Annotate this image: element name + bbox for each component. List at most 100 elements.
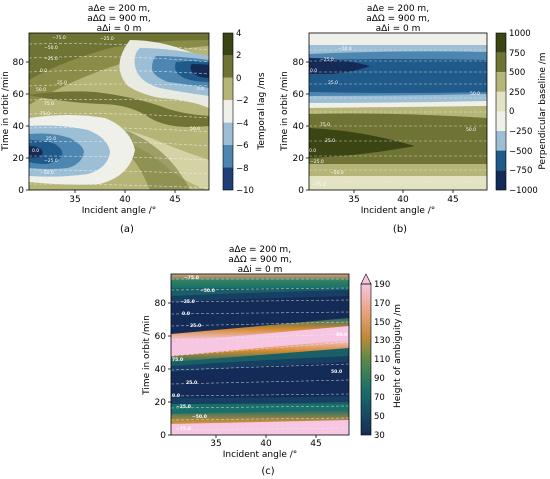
contour-label: −75.0 xyxy=(52,35,66,41)
cb-tick-label: −2 xyxy=(236,96,249,106)
y-tick-label: 0 xyxy=(298,186,304,196)
y-tick-label: 40 xyxy=(13,122,25,132)
panel-c-heatmap: −75.0 −50.0 −25.0 0.0 25.0 50.0 75.0 50.… xyxy=(171,274,349,435)
contour-label: 25.0 xyxy=(328,80,338,86)
contour-label: −75.0 xyxy=(312,182,326,188)
panel-a-header: aΔe = 200 m, aΔΩ = 900 m, aΔi = 0 m xyxy=(87,4,150,34)
cb-tick-label: −8 xyxy=(236,164,249,174)
cb-tick-label: −10 xyxy=(236,186,254,196)
contour-label: 0.0 xyxy=(197,86,204,92)
contour-label: 50.0 xyxy=(336,332,347,338)
cb-tick-label: 750 xyxy=(509,49,525,59)
cb-tick-label: 2 xyxy=(236,51,241,61)
panel-a-header-line-3: aΔi = 0 m xyxy=(97,24,142,34)
y-tick-label: 20 xyxy=(155,398,167,408)
panel-c: aΔe = 200 m, aΔΩ = 900 m, aΔi = 0 m xyxy=(142,245,403,477)
panel-c-xlabel: Incident angle /° xyxy=(223,450,298,460)
panel-c-header-line-2: aΔΩ = 900 m, xyxy=(228,255,291,265)
panel-a-header-line-2: aΔΩ = 900 m, xyxy=(87,14,150,24)
panel-a-contour-labels: 75.0 50.0 25.0 0.0 −25.0 −50.0 −75.0 −25… xyxy=(32,35,204,176)
panel-b-frame xyxy=(308,32,488,191)
panel-c-caption: (c) xyxy=(261,466,274,477)
contour-label: 50.0 xyxy=(331,369,342,375)
panel-b-header: aΔe = 200 m, aΔΩ = 900 m, aΔi = 0 m xyxy=(366,4,429,34)
cb-tick-label: 50 xyxy=(374,412,385,422)
panel-b-colorbar-label: Perpendicular baseline /m xyxy=(538,52,548,169)
cb-tick-label: −500 xyxy=(509,147,532,157)
cb-tick-label: 4 xyxy=(236,29,241,39)
contour-label: 25.0 xyxy=(190,323,201,329)
panel-b-x-axis: 35 40 45 Incident angle /° xyxy=(348,190,459,216)
contour-label: 0.0 xyxy=(309,148,316,154)
x-tick-label: 35 xyxy=(210,439,221,449)
panel-b-contour-labels: −50.0 −25.0 0.0 25.0 50.0 75.0 50.0 25.0… xyxy=(309,46,480,188)
panel-c-x-axis: 35 40 45 Incident angle /° xyxy=(210,435,322,460)
y-tick-label: 60 xyxy=(155,332,167,342)
cb-tick-label: −1000 xyxy=(509,186,538,196)
panel-c-colorbar: 190 170 150 130 110 90 70 50 30 Height o… xyxy=(360,273,403,441)
panel-a: aΔe = 200 m, aΔΩ = 900 m, aΔi = 0 m xyxy=(1,4,267,235)
contour-label: −50.0 xyxy=(40,170,54,176)
cb-tick-label: 90 xyxy=(374,374,385,384)
panel-b-y-axis: 0 20 40 60 80 Time in orbit /min xyxy=(280,58,309,196)
contour-label: −50.0 xyxy=(192,414,207,420)
cb-tick-label: 30 xyxy=(374,431,385,441)
contour-label: −25.0 xyxy=(44,56,58,62)
panel-c-y-axis: 0 20 40 60 80 Time in orbit /min xyxy=(142,299,171,441)
x-tick-label: 45 xyxy=(310,439,321,449)
panel-a-ylabel: Time in orbit /min xyxy=(1,71,11,152)
y-tick-label: 0 xyxy=(160,431,166,441)
contour-label: −50.0 xyxy=(338,46,352,52)
cb-tick-label: 150 xyxy=(374,318,390,328)
panel-b-caption: (b) xyxy=(393,224,407,235)
y-tick-label: 80 xyxy=(13,58,25,68)
contour-label: 50.0 xyxy=(36,87,46,93)
contour-label: −25.0 xyxy=(100,36,114,42)
cb-tick-label: 170 xyxy=(374,299,390,309)
cb-tick-label: 0 xyxy=(509,107,514,117)
contour-label: 0.0 xyxy=(40,68,47,74)
cb-tick-label: 0 xyxy=(236,74,241,84)
y-tick-label: 60 xyxy=(293,90,305,100)
contour-label: 0.0 xyxy=(182,311,190,317)
panel-b-header-line-2: aΔΩ = 900 m, xyxy=(366,14,429,24)
x-tick-label: 45 xyxy=(447,195,458,205)
y-tick-label: 80 xyxy=(155,299,167,309)
x-tick-label: 40 xyxy=(119,195,131,205)
x-tick-label: 40 xyxy=(397,195,409,205)
panel-c-header: aΔe = 200 m, aΔΩ = 900 m, aΔi = 0 m xyxy=(228,245,291,275)
contour-label: 25.0 xyxy=(325,138,335,144)
panel-b: aΔe = 200 m, aΔΩ = 900 m, aΔi = 0 m xyxy=(280,4,548,235)
contour-label: 25.0 xyxy=(57,80,67,86)
panel-b-xlabel: Incident angle /° xyxy=(361,206,436,216)
panel-a-xlabel: Incident angle /° xyxy=(82,206,157,216)
panel-a-heatmap: 75.0 50.0 25.0 0.0 −25.0 −50.0 −75.0 −25… xyxy=(29,33,209,190)
y-tick-label: 40 xyxy=(155,365,167,375)
panel-b-ylabel: Time in orbit /min xyxy=(280,71,290,152)
contour-label: 75.0 xyxy=(44,101,54,107)
panel-c-header-line-1: aΔe = 200 m, xyxy=(229,245,291,255)
panel-b-header-line-1: aΔe = 200 m, xyxy=(367,4,429,14)
panel-a-x-axis: 35 40 45 Incident angle /° xyxy=(69,190,181,216)
cb-tick-label: 110 xyxy=(374,355,390,365)
cb-tick-label: −750 xyxy=(509,166,532,176)
contour-label: −75.0 xyxy=(176,426,191,432)
contour-label: −50.0 xyxy=(330,170,344,176)
contour-label: −25.0 xyxy=(180,299,195,305)
y-tick-label: 0 xyxy=(18,186,24,196)
x-tick-label: 35 xyxy=(348,195,359,205)
panel-b-heatmap: −50.0 −25.0 0.0 25.0 50.0 75.0 50.0 25.0… xyxy=(309,33,487,190)
cb-tick-label: −4 xyxy=(236,119,249,129)
contour-label: −50.0 xyxy=(44,45,58,51)
cb-tick-label: 250 xyxy=(509,88,525,98)
contour-label: 0.0 xyxy=(32,148,39,154)
contour-label: 0.0 xyxy=(172,393,180,399)
x-tick-label: 40 xyxy=(260,439,272,449)
contour-label: 50.0 xyxy=(470,91,480,97)
contour-label: −75.0 xyxy=(184,275,199,281)
panel-b-header-line-3: aΔi = 0 m xyxy=(376,24,421,34)
panel-c-header-line-3: aΔi = 0 m xyxy=(238,265,283,275)
y-tick-label: 40 xyxy=(293,122,305,132)
contour-label: 25.0 xyxy=(186,380,197,386)
